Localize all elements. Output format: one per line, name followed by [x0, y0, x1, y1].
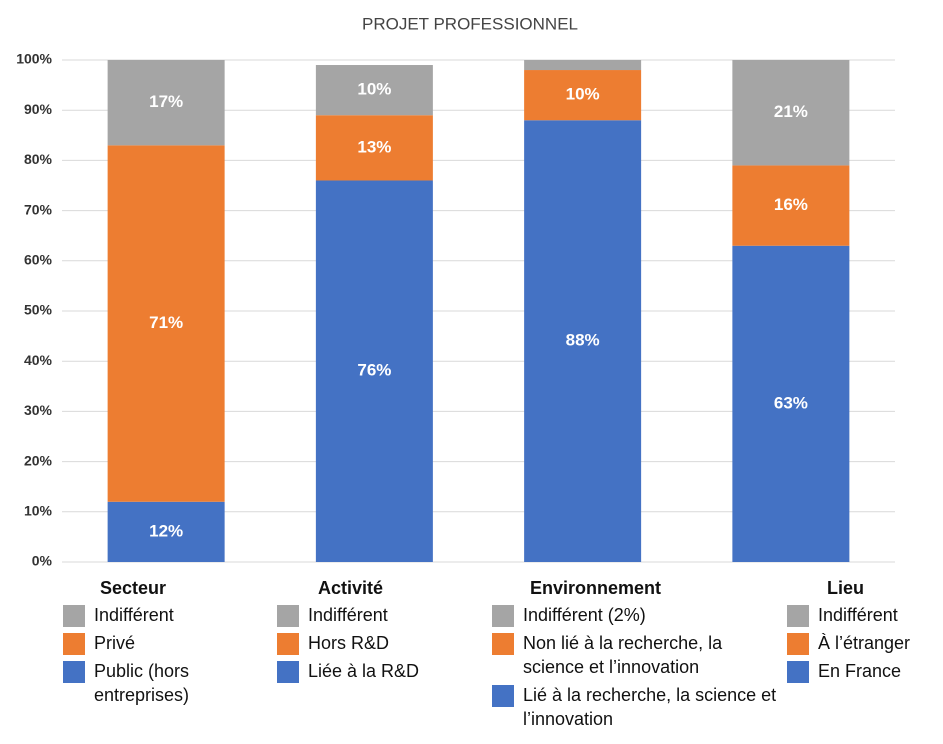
legend-item: Indifférent: [63, 603, 268, 627]
legend-label: Indifférent: [818, 605, 898, 625]
value-label: 12%: [149, 521, 183, 540]
value-label: 21%: [774, 102, 808, 121]
legend-title: Environnement: [530, 578, 662, 598]
legend-label: Liée à la R&D: [308, 661, 420, 681]
legend: Secteur Indifférent Privé Public (hors entr…: [63, 578, 268, 711]
value-label: 10%: [566, 85, 600, 104]
bar-segment: [524, 70, 642, 121]
legend: Lieu Indifférent À l’étranger En France: [787, 578, 943, 687]
legend-label: Public (hors entreprises): [94, 661, 190, 705]
y-tick-label: 50%: [24, 302, 53, 318]
legend-title: Activité: [318, 578, 384, 598]
bar-segment: [732, 165, 850, 246]
legend-swatch: [787, 605, 809, 627]
y-tick-label: 70%: [24, 201, 53, 217]
bar-segment: [107, 501, 225, 562]
legend-label: Indifférent: [94, 605, 174, 625]
legend-label: Hors R&D: [308, 633, 390, 653]
legend-item: Non lié à la recherche, la science et l’…: [492, 631, 782, 679]
y-tick-label: 100%: [16, 51, 52, 67]
legend-swatch: [63, 661, 85, 683]
y-tick-label: 40%: [24, 352, 53, 368]
y-tick-label: 80%: [24, 151, 53, 167]
value-label: 16%: [774, 195, 808, 214]
legend-title: Lieu: [827, 578, 865, 598]
legend-label: Privé: [94, 633, 136, 653]
chart-title: PROJET PROFESSIONNEL: [362, 14, 578, 33]
value-label: 13%: [357, 137, 391, 156]
legend-swatch: [277, 605, 299, 627]
bar-segment: [732, 245, 850, 563]
y-tick-label: 30%: [24, 402, 53, 418]
bar-segment: [732, 60, 850, 166]
y-tick-label: 0%: [32, 553, 53, 569]
y-tick-label: 90%: [24, 101, 53, 117]
bar-segment: [107, 60, 225, 146]
legend-label: En France: [818, 661, 902, 681]
legend-swatch: [277, 633, 299, 655]
legend-title: Secteur: [100, 578, 167, 598]
legend-item: Hors R&D: [277, 631, 487, 655]
legend-item: Public (hors entreprises): [63, 659, 268, 707]
legend-swatch: [492, 633, 514, 655]
legend-swatch: [787, 661, 809, 683]
legend-swatch: [492, 685, 514, 707]
y-tick-label: 10%: [24, 503, 53, 519]
legend-label: Indifférent (2%): [523, 605, 646, 625]
legend-swatch: [492, 605, 514, 627]
value-label: 88%: [566, 331, 600, 350]
legend-item: Lié à la recherche, la science et l’inno…: [492, 683, 782, 731]
value-label: 76%: [357, 361, 391, 380]
value-label: 71%: [149, 313, 183, 332]
value-label: 17%: [149, 92, 183, 111]
legend-label: Lié à la recherche, la science et l’inno…: [523, 685, 777, 729]
y-tick-label: 60%: [24, 252, 53, 268]
legend-item: Indifférent: [277, 603, 487, 627]
legend-swatch: [277, 661, 299, 683]
legend-label: Indifférent: [308, 605, 388, 625]
bar-segment: [315, 115, 433, 181]
legend-item: Indifférent: [787, 603, 943, 627]
legend-label: À l’étranger: [818, 633, 911, 653]
legend-item: À l’étranger: [787, 631, 943, 655]
legend: Environnement Indifférent (2%) Non lié à l…: [492, 578, 782, 735]
legend-swatch: [787, 633, 809, 655]
bar-segment: [524, 60, 642, 71]
bar-segment: [107, 145, 225, 502]
bar-segment: [315, 180, 433, 563]
legend: Activité Indifférent Hors R&D Liée à la R&D: [277, 578, 487, 687]
legend-item: Privé: [63, 631, 268, 655]
y-tick-label: 20%: [24, 452, 53, 468]
legend-swatch: [63, 605, 85, 627]
value-label: 10%: [357, 80, 391, 99]
legend-item: En France: [787, 659, 943, 683]
legend-item: Liée à la R&D: [277, 659, 487, 683]
bar-segment: [524, 120, 642, 563]
legend-swatch: [63, 633, 85, 655]
legend-label: Non lié à la recherche, la science et l’…: [523, 633, 723, 677]
bar-segment: [315, 65, 433, 116]
legend-item: Indifférent (2%): [492, 603, 782, 627]
value-label: 63%: [774, 393, 808, 412]
